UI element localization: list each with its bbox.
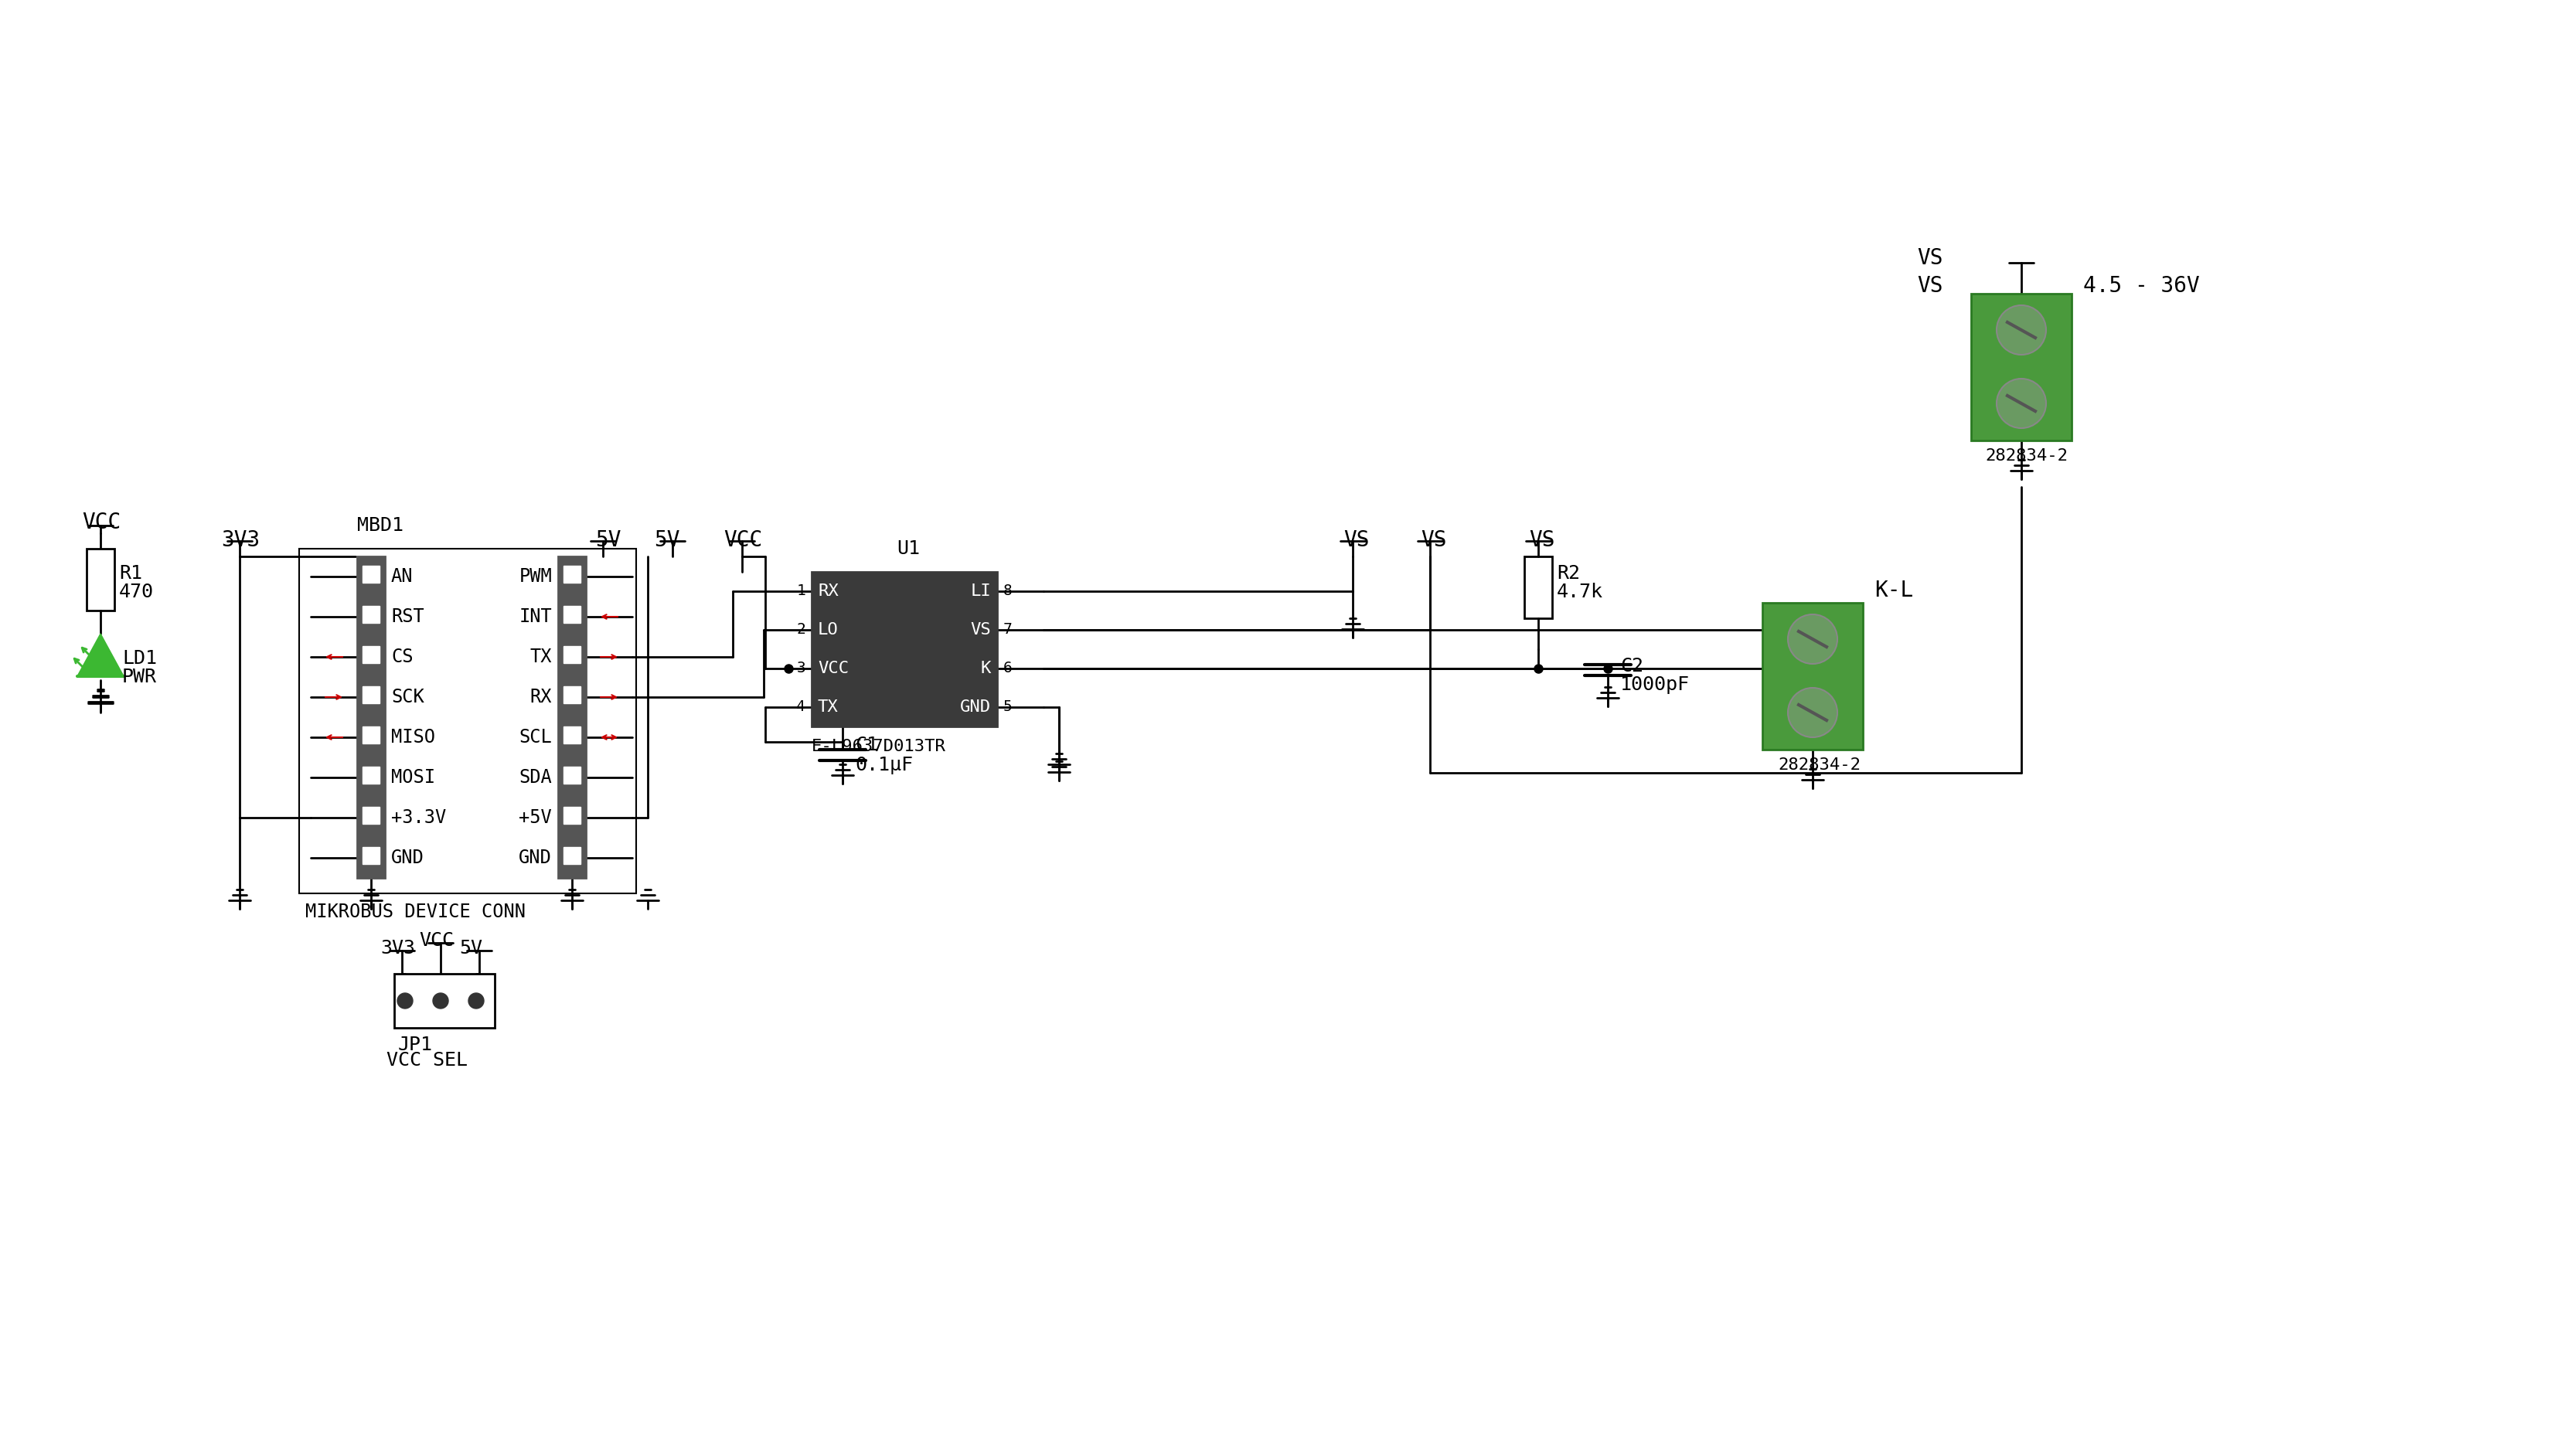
Text: TX: TX — [818, 699, 839, 715]
Text: VS: VS — [1422, 530, 1447, 550]
Bar — [563, 807, 580, 824]
Bar — [563, 767, 580, 783]
Text: 5: 5 — [1002, 700, 1013, 715]
Bar — [563, 686, 580, 703]
Text: 6: 6 — [1002, 661, 1013, 676]
Text: VS: VS — [1342, 530, 1371, 550]
Text: 4.7k: 4.7k — [1557, 582, 1603, 601]
Text: 4: 4 — [795, 700, 805, 715]
Text: MOSI: MOSI — [391, 769, 435, 786]
Text: VS: VS — [969, 622, 992, 638]
Circle shape — [396, 993, 412, 1009]
Text: 282834-2: 282834-2 — [1777, 757, 1861, 773]
Text: VCC: VCC — [724, 530, 762, 550]
Bar — [363, 606, 378, 623]
Bar — [1762, 603, 1864, 750]
Circle shape — [1787, 687, 1838, 737]
Text: CS: CS — [391, 648, 414, 667]
Text: E-L9637D013TR: E-L9637D013TR — [811, 738, 946, 754]
Text: 1000pF: 1000pF — [1621, 676, 1690, 695]
Bar — [358, 556, 386, 878]
Bar — [363, 646, 378, 662]
Circle shape — [468, 993, 483, 1009]
Bar — [363, 767, 378, 783]
Circle shape — [1787, 614, 1838, 664]
Text: VS: VS — [1918, 275, 1943, 297]
Bar — [1971, 294, 2071, 441]
Text: LI: LI — [969, 584, 992, 598]
Text: VCC SEL: VCC SEL — [386, 1051, 468, 1070]
Text: 4.5 - 36V: 4.5 - 36V — [2084, 275, 2199, 297]
Circle shape — [432, 993, 447, 1009]
Bar — [363, 807, 378, 824]
Text: K-L: K-L — [1874, 579, 1913, 601]
Circle shape — [1997, 306, 2046, 355]
Bar — [563, 727, 580, 744]
Text: VCC: VCC — [818, 661, 849, 676]
Text: U1: U1 — [898, 539, 921, 558]
Bar — [563, 606, 580, 623]
Text: 3V3: 3V3 — [220, 530, 261, 550]
Text: RST: RST — [391, 607, 424, 626]
Text: VCC: VCC — [419, 932, 453, 949]
Text: GND: GND — [519, 849, 552, 868]
Text: R1: R1 — [120, 563, 143, 582]
Text: RX: RX — [818, 584, 839, 598]
Text: C1: C1 — [854, 735, 877, 754]
Text: 3V3: 3V3 — [381, 939, 414, 958]
Bar — [563, 566, 580, 582]
Text: PWR: PWR — [123, 668, 156, 686]
Bar — [363, 727, 378, 744]
Text: PWM: PWM — [519, 568, 552, 585]
Text: AN: AN — [391, 568, 414, 585]
Text: 1: 1 — [795, 584, 805, 598]
Text: 470: 470 — [120, 582, 153, 601]
Text: MIKROBUS DEVICE CONN: MIKROBUS DEVICE CONN — [304, 903, 527, 922]
Text: SCK: SCK — [391, 687, 424, 706]
Bar — [394, 974, 494, 1028]
Bar — [1524, 556, 1552, 619]
Text: VS: VS — [1529, 530, 1555, 550]
Text: LD1: LD1 — [123, 649, 156, 668]
Text: 8: 8 — [1002, 584, 1013, 598]
Bar — [87, 549, 115, 610]
Text: SDA: SDA — [519, 769, 552, 786]
Text: 3: 3 — [795, 661, 805, 676]
Text: GND: GND — [391, 849, 424, 868]
Text: MBD1: MBD1 — [358, 517, 404, 534]
Bar — [557, 556, 586, 878]
Text: +3.3V: +3.3V — [391, 808, 447, 827]
Text: GND: GND — [959, 699, 992, 715]
Polygon shape — [77, 633, 123, 676]
Text: TX: TX — [529, 648, 552, 667]
Bar — [563, 847, 580, 863]
Text: 5V: 5V — [655, 530, 680, 550]
Bar — [299, 549, 637, 894]
Text: C2: C2 — [1621, 657, 1644, 676]
Text: JP1: JP1 — [399, 1035, 432, 1054]
Text: 0.1μF: 0.1μF — [854, 756, 913, 775]
Text: VS: VS — [1918, 248, 1943, 269]
Bar — [363, 847, 378, 863]
Text: SCL: SCL — [519, 728, 552, 747]
Text: VCC: VCC — [82, 511, 120, 533]
Text: 5V: 5V — [596, 530, 621, 550]
Bar — [563, 646, 580, 662]
Text: LO: LO — [818, 622, 839, 638]
Text: 2: 2 — [795, 623, 805, 638]
Text: RX: RX — [529, 687, 552, 706]
Bar — [811, 572, 997, 727]
Bar — [363, 686, 378, 703]
Text: 282834-2: 282834-2 — [1984, 448, 2069, 463]
Text: R2: R2 — [1557, 563, 1580, 582]
Text: INT: INT — [519, 607, 552, 626]
Text: +5V: +5V — [519, 808, 552, 827]
Bar — [363, 566, 378, 582]
Text: K: K — [982, 661, 992, 676]
Circle shape — [1997, 379, 2046, 428]
Text: 7: 7 — [1002, 623, 1013, 638]
Text: MISO: MISO — [391, 728, 435, 747]
Text: 5V: 5V — [460, 939, 483, 958]
